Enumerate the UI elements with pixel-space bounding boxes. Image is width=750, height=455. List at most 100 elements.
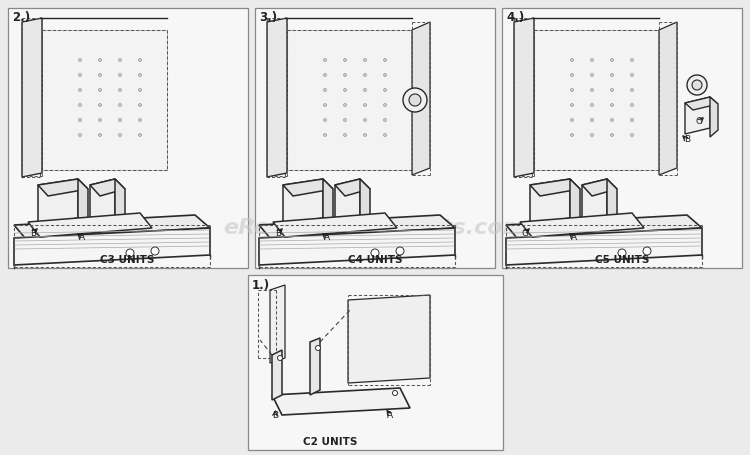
Circle shape <box>631 74 634 76</box>
Text: B: B <box>272 410 278 420</box>
Polygon shape <box>514 18 534 177</box>
Polygon shape <box>38 179 88 196</box>
Polygon shape <box>534 30 659 170</box>
Circle shape <box>409 94 421 106</box>
Circle shape <box>344 74 346 76</box>
Polygon shape <box>335 179 360 224</box>
Circle shape <box>383 89 386 91</box>
Circle shape <box>618 249 626 257</box>
Text: B: B <box>30 228 36 238</box>
Circle shape <box>118 103 122 106</box>
Circle shape <box>139 74 142 76</box>
Circle shape <box>79 59 82 61</box>
Polygon shape <box>530 179 570 224</box>
Circle shape <box>383 118 386 121</box>
Polygon shape <box>14 228 210 265</box>
Circle shape <box>571 118 574 121</box>
Circle shape <box>571 133 574 136</box>
Text: A: A <box>324 233 330 243</box>
Text: G: G <box>521 228 529 238</box>
Polygon shape <box>348 295 430 383</box>
Polygon shape <box>607 179 617 228</box>
Circle shape <box>98 118 101 121</box>
Polygon shape <box>506 215 702 238</box>
Circle shape <box>323 103 326 106</box>
Polygon shape <box>582 179 607 224</box>
Circle shape <box>98 133 101 136</box>
Circle shape <box>631 118 634 121</box>
Circle shape <box>396 247 404 255</box>
Text: C2 UNITS: C2 UNITS <box>303 437 357 447</box>
Circle shape <box>79 133 82 136</box>
Circle shape <box>126 249 134 257</box>
Polygon shape <box>287 30 412 170</box>
Circle shape <box>590 103 593 106</box>
Circle shape <box>364 89 367 91</box>
Polygon shape <box>115 179 125 228</box>
Polygon shape <box>22 18 42 177</box>
Polygon shape <box>659 22 677 175</box>
Circle shape <box>383 103 386 106</box>
Polygon shape <box>506 228 702 265</box>
Circle shape <box>118 133 122 136</box>
Polygon shape <box>272 350 282 400</box>
Polygon shape <box>259 215 455 238</box>
Circle shape <box>118 74 122 76</box>
Circle shape <box>631 89 634 91</box>
Circle shape <box>403 88 427 112</box>
Circle shape <box>590 133 593 136</box>
Text: eReplacementParts.com: eReplacementParts.com <box>224 218 526 238</box>
Circle shape <box>344 59 346 61</box>
Circle shape <box>571 74 574 76</box>
Circle shape <box>98 74 101 76</box>
Circle shape <box>98 103 101 106</box>
Circle shape <box>364 118 367 121</box>
Circle shape <box>139 59 142 61</box>
Circle shape <box>316 345 320 350</box>
Circle shape <box>344 103 346 106</box>
Circle shape <box>610 133 614 136</box>
Text: A: A <box>387 410 393 420</box>
Circle shape <box>79 74 82 76</box>
Polygon shape <box>78 179 88 228</box>
Circle shape <box>610 118 614 121</box>
Circle shape <box>590 74 593 76</box>
Polygon shape <box>582 179 617 196</box>
Polygon shape <box>360 179 370 228</box>
Circle shape <box>571 59 574 61</box>
Circle shape <box>610 89 614 91</box>
Circle shape <box>383 59 386 61</box>
Circle shape <box>79 89 82 91</box>
Polygon shape <box>685 97 718 110</box>
Circle shape <box>610 103 614 106</box>
Text: A: A <box>79 233 85 243</box>
Text: 2.): 2.) <box>12 11 30 25</box>
Circle shape <box>323 133 326 136</box>
Circle shape <box>610 74 614 76</box>
Circle shape <box>323 118 326 121</box>
Circle shape <box>139 89 142 91</box>
Polygon shape <box>270 285 285 363</box>
Text: C: C <box>696 117 702 126</box>
Polygon shape <box>530 179 580 196</box>
Circle shape <box>364 59 367 61</box>
Circle shape <box>692 80 702 90</box>
Polygon shape <box>273 213 397 237</box>
Circle shape <box>371 249 379 257</box>
Bar <box>8 8 248 268</box>
Circle shape <box>139 103 142 106</box>
Circle shape <box>98 89 101 91</box>
Circle shape <box>139 118 142 121</box>
Polygon shape <box>685 97 710 134</box>
Polygon shape <box>267 18 287 177</box>
Circle shape <box>323 74 326 76</box>
Circle shape <box>79 118 82 121</box>
Polygon shape <box>283 179 323 224</box>
Polygon shape <box>570 179 580 228</box>
Circle shape <box>118 59 122 61</box>
Circle shape <box>151 247 159 255</box>
Polygon shape <box>272 388 410 415</box>
Circle shape <box>392 390 398 395</box>
Circle shape <box>590 59 593 61</box>
Circle shape <box>344 133 346 136</box>
